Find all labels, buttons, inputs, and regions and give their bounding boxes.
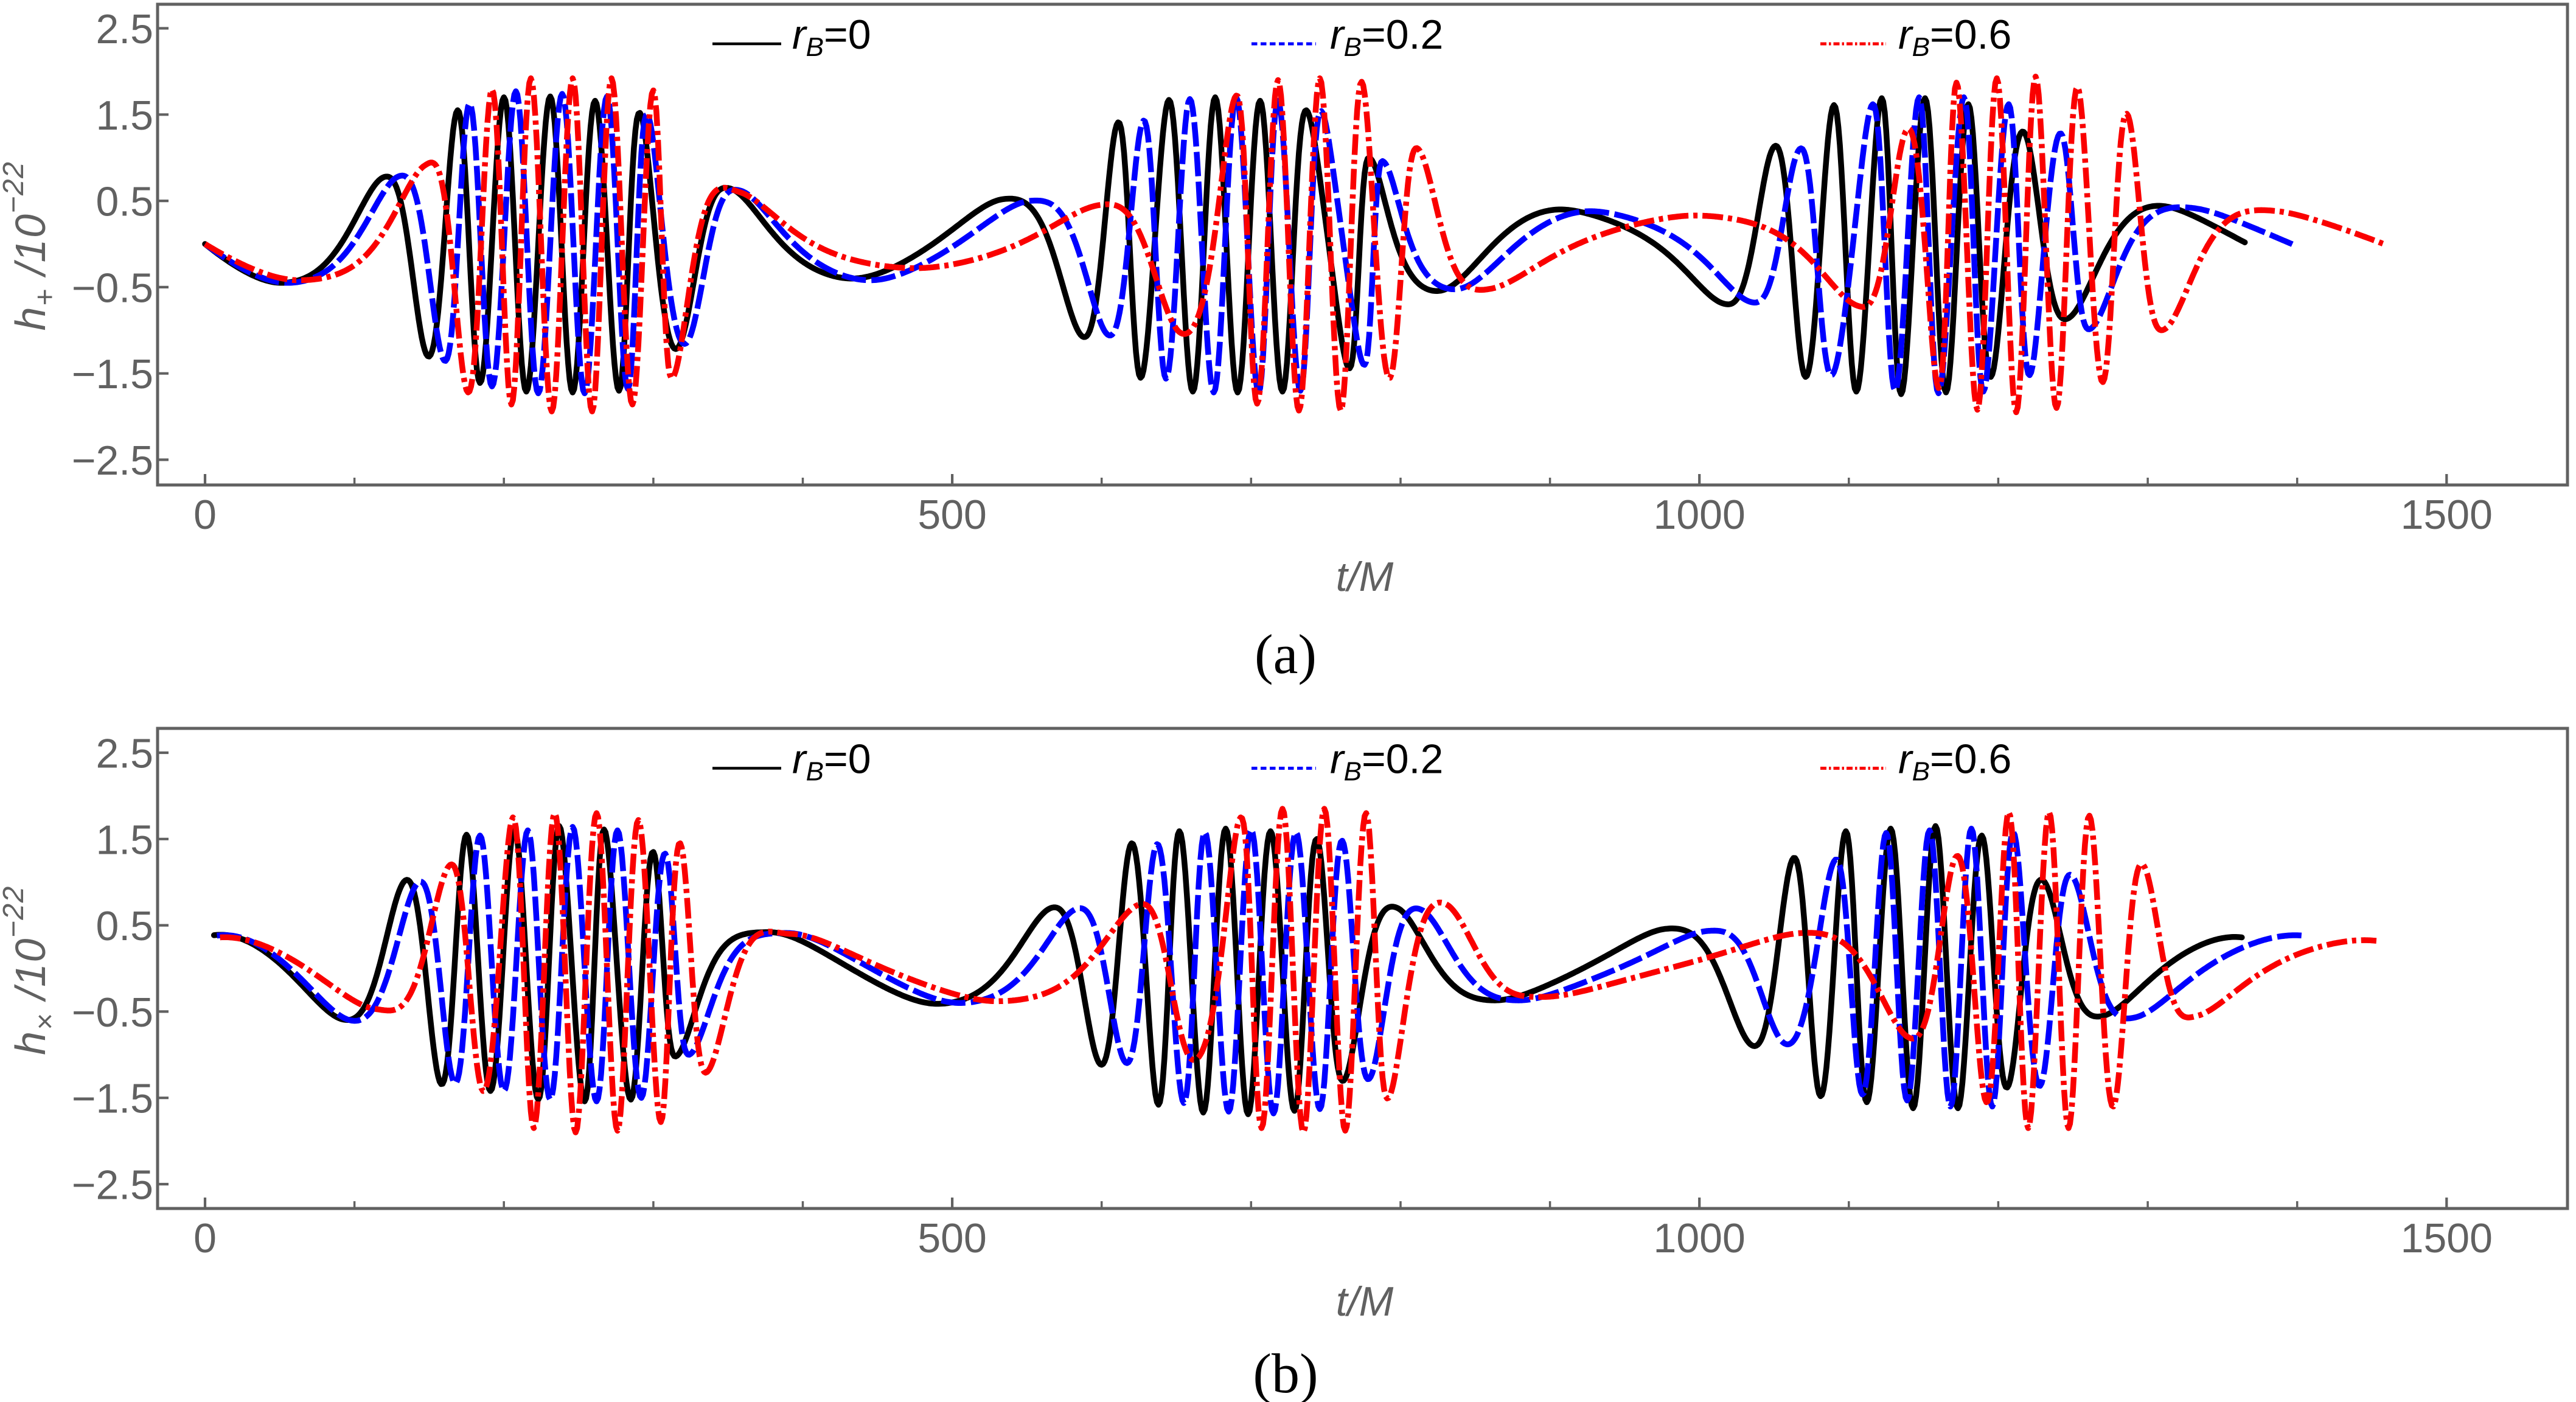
svg-text:(a): (a) [1255,623,1317,685]
svg-text:rB=0: rB=0 [792,736,871,787]
svg-text:(b): (b) [1253,1342,1318,1402]
svg-text:0.5: 0.5 [96,903,153,949]
svg-text:−1.5: −1.5 [72,351,153,397]
svg-text:t/M: t/M [1336,554,1394,600]
svg-text:t/M: t/M [1336,1278,1394,1325]
svg-text:500: 500 [917,492,986,538]
svg-text:h+ /10−22: h+ /10−22 [0,161,61,331]
svg-text:1500: 1500 [2401,1215,2493,1261]
svg-text:rB=0.2: rB=0.2 [1330,736,1443,787]
svg-text:1.5: 1.5 [96,817,153,863]
svg-text:1000: 1000 [1654,1215,1746,1261]
svg-text:h× /10−22: h× /10−22 [0,885,61,1055]
svg-text:0: 0 [193,492,217,538]
svg-text:−0.5: −0.5 [72,265,153,311]
svg-text:−2.5: −2.5 [72,438,153,484]
svg-text:1500: 1500 [2401,492,2493,538]
svg-text:−0.5: −0.5 [72,989,153,1036]
svg-text:rB=0: rB=0 [792,12,871,62]
svg-text:0.5: 0.5 [96,179,153,225]
svg-text:rB=0.6: rB=0.6 [1898,736,2011,787]
svg-text:−2.5: −2.5 [72,1162,153,1208]
svg-text:−1.5: −1.5 [72,1076,153,1122]
svg-text:rB=0.6: rB=0.6 [1898,12,2011,62]
svg-text:2.5: 2.5 [96,6,153,52]
svg-text:2.5: 2.5 [96,731,153,777]
svg-text:0: 0 [193,1215,217,1261]
svg-text:500: 500 [917,1215,986,1261]
svg-text:rB=0.2: rB=0.2 [1330,12,1443,62]
svg-text:1.5: 1.5 [96,92,153,139]
svg-text:1000: 1000 [1654,492,1746,538]
